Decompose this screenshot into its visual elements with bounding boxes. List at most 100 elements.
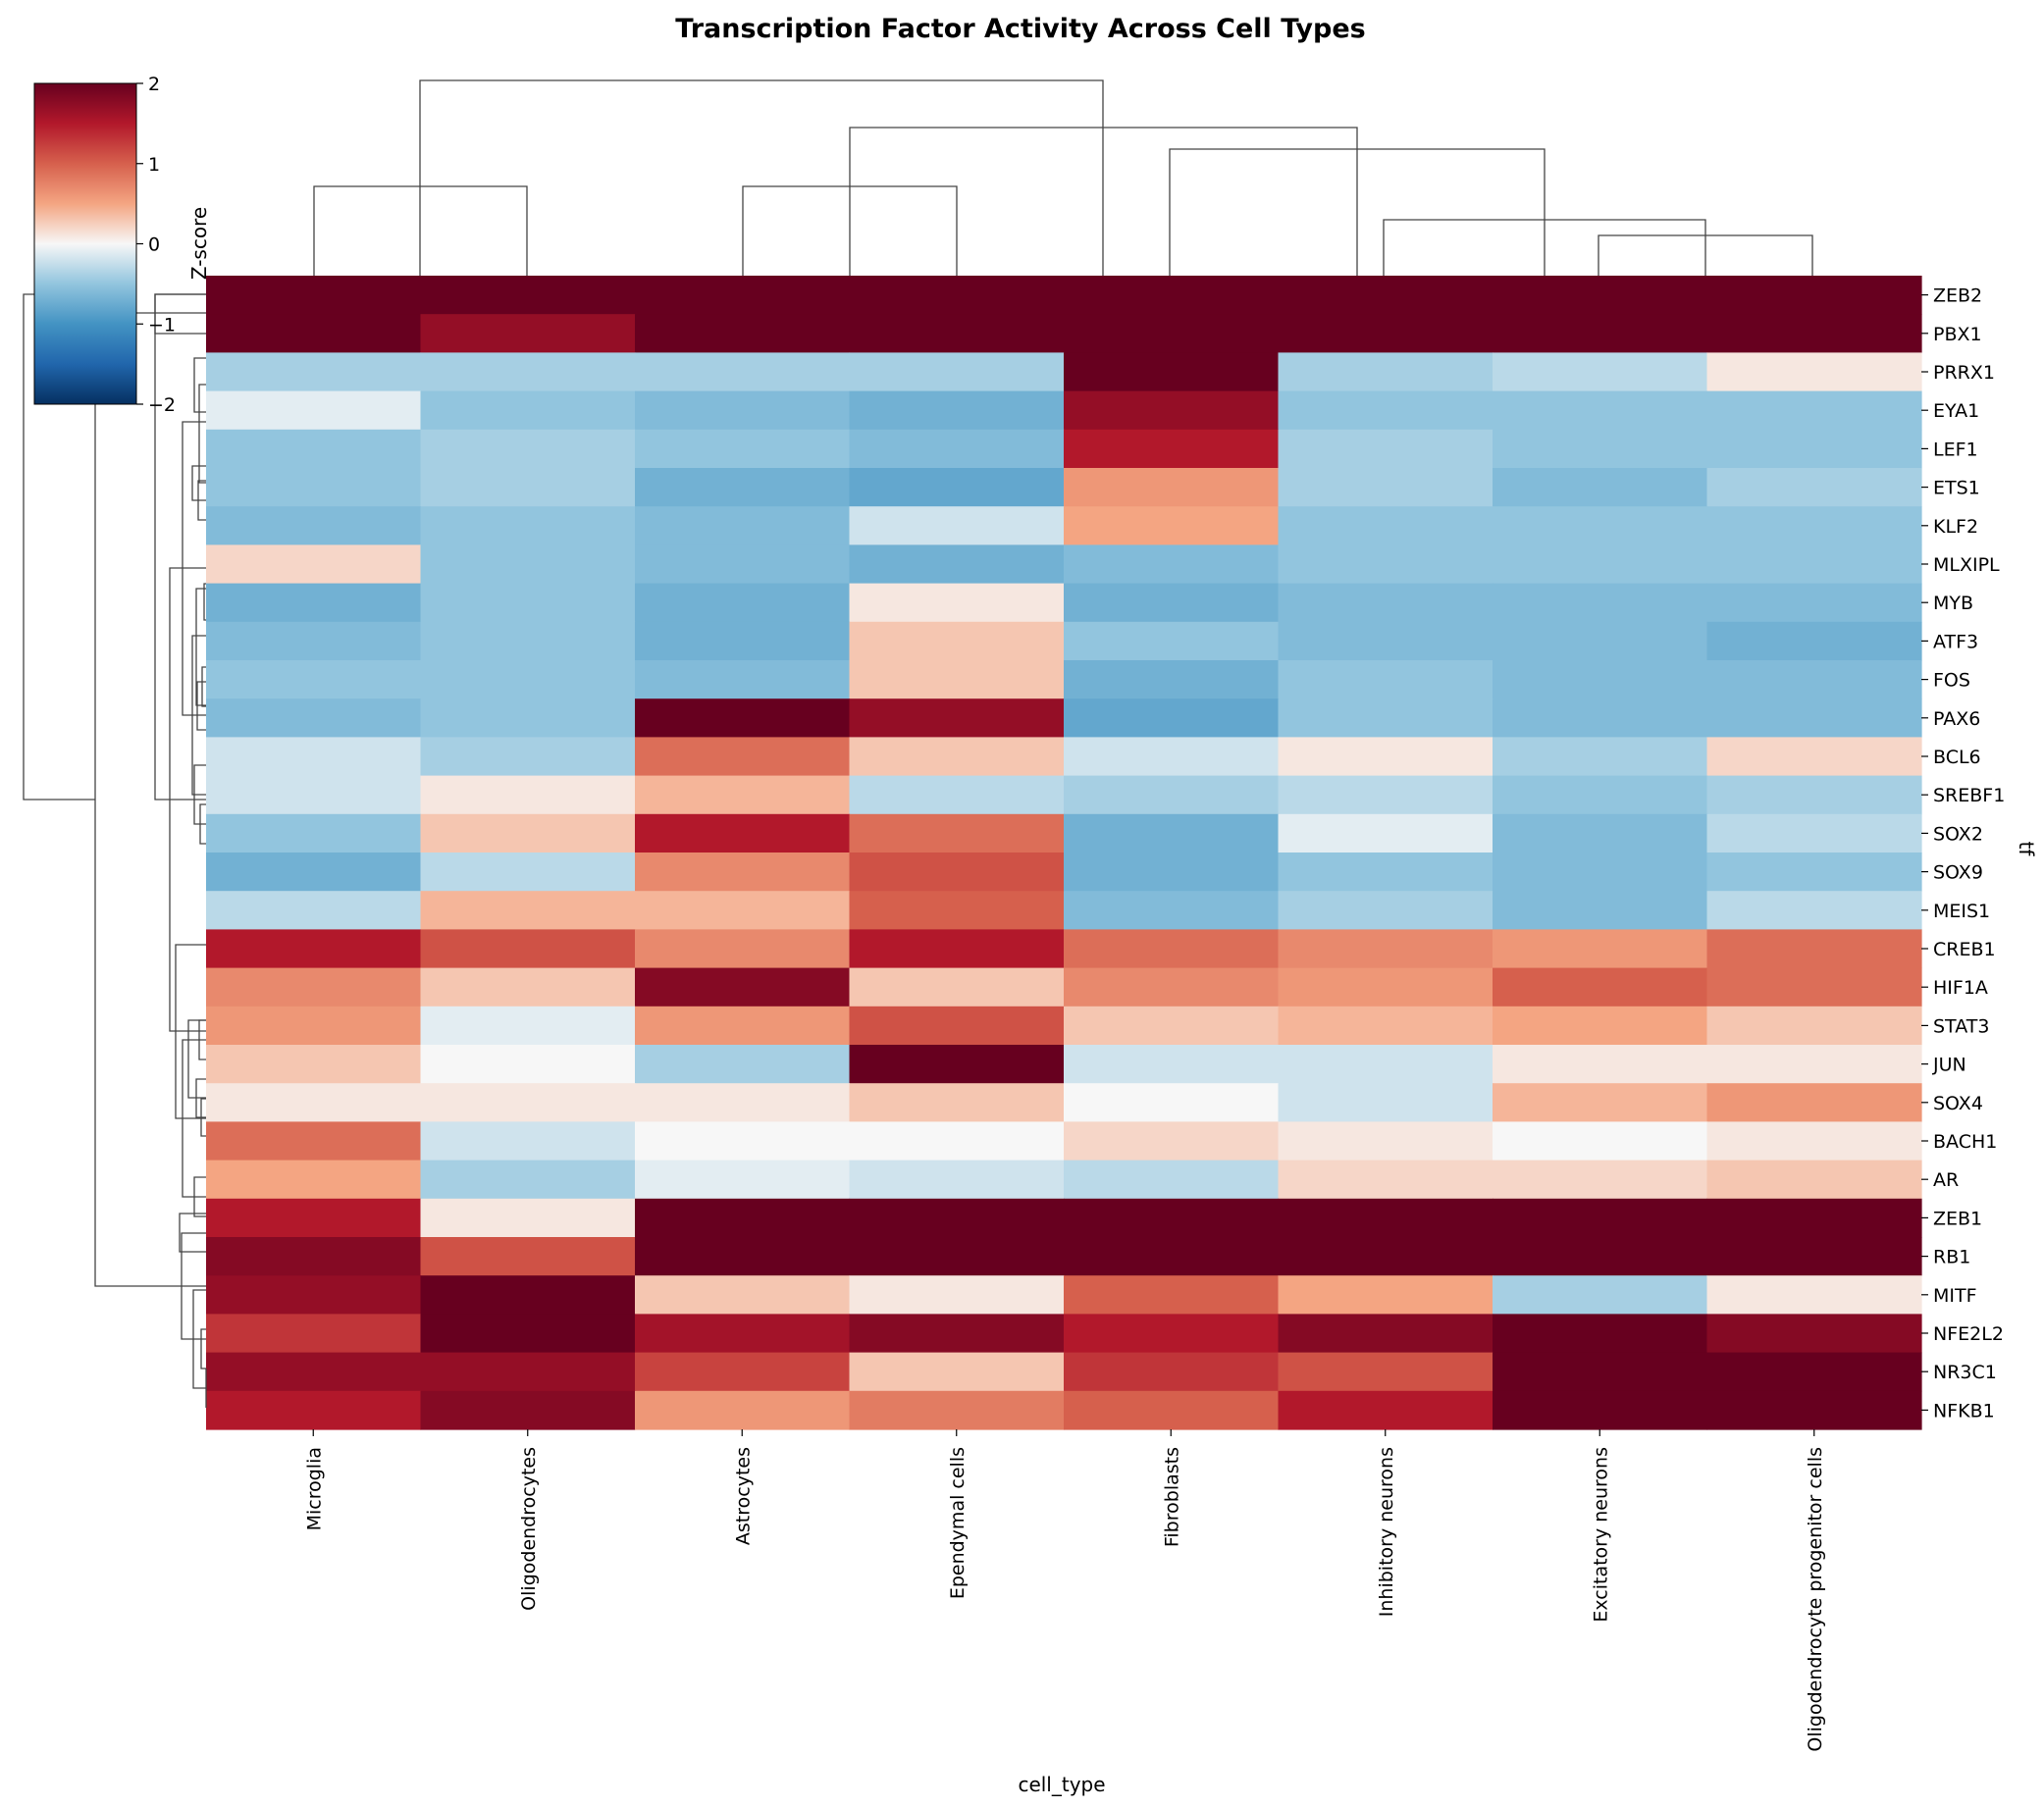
heatmap-cell-NR3C1-3 xyxy=(849,1352,1065,1392)
heatmap-cell-CREB1-0 xyxy=(206,929,422,969)
heatmap-cell-ZEB1-2 xyxy=(635,1198,851,1238)
heatmap-cell-BACH1-4 xyxy=(1064,1121,1280,1162)
heatmap-cell-SREBF1-6 xyxy=(1493,775,1708,815)
heatmap-cell-SOX2-5 xyxy=(1278,813,1494,853)
heatmap-cell-ZEB1-7 xyxy=(1706,1198,1922,1238)
heatmap-cell-LEF1-4 xyxy=(1064,429,1280,469)
heatmap-cell-MITF-3 xyxy=(849,1275,1065,1315)
row-label-PRRX1: PRRX1 xyxy=(1933,362,1995,384)
heatmap-cell-ATF3-4 xyxy=(1064,621,1280,661)
row-label-NR3C1: NR3C1 xyxy=(1933,1362,1997,1383)
heatmap-cell-ZEB2-5 xyxy=(1278,276,1494,315)
heatmap-cell-FOS-3 xyxy=(849,660,1065,699)
heatmap-cell-AR-7 xyxy=(1706,1160,1922,1200)
row-label-EYA1: EYA1 xyxy=(1933,400,1979,422)
row-dendrogram-link xyxy=(193,357,206,413)
heatmap-cell-CREB1-4 xyxy=(1064,929,1280,969)
heatmap-cell-FOS-1 xyxy=(420,660,636,699)
heatmap-cell-ATF3-0 xyxy=(206,621,422,661)
heatmap-cell-SOX9-0 xyxy=(206,852,422,892)
heatmap-cell-SREBF1-2 xyxy=(635,775,851,815)
row-label-ATF3: ATF3 xyxy=(1933,631,1978,652)
heatmap-cell-RB1-3 xyxy=(849,1237,1065,1276)
colorbar: −2 −1 0 1 2 Z-score xyxy=(33,74,211,416)
heatmap-cell-RB1-7 xyxy=(1706,1237,1922,1276)
heatmap-cell-BCL6-7 xyxy=(1706,737,1922,777)
heatmap-cell-NFKB1-7 xyxy=(1706,1390,1922,1430)
heatmap-cell-RB1-4 xyxy=(1064,1237,1280,1276)
heatmap-cell-MLXIPL-3 xyxy=(849,544,1065,585)
heatmap-cell-MLXIPL-2 xyxy=(635,544,851,585)
row-label-SOX9: SOX9 xyxy=(1933,862,1983,884)
heatmap-cell-AR-0 xyxy=(206,1160,422,1200)
heatmap-cell-BACH1-2 xyxy=(635,1121,851,1162)
heatmap-cell-NFE2L2-1 xyxy=(420,1314,636,1354)
heatmap-cell-SREBF1-5 xyxy=(1278,775,1494,815)
heatmap-cell-SOX2-2 xyxy=(635,813,851,853)
heatmap-cell-HIF1A-4 xyxy=(1064,967,1280,1007)
heatmap-cell-RB1-2 xyxy=(635,1237,851,1276)
heatmap-cell-RB1-6 xyxy=(1493,1237,1708,1276)
heatmap-cell-STAT3-2 xyxy=(635,1006,851,1046)
row-dendrogram-link xyxy=(187,1019,206,1099)
colorbar-tick-label: 2 xyxy=(148,74,160,95)
row-label-MYB: MYB xyxy=(1933,593,1973,614)
heatmap-cell-SOX9-5 xyxy=(1278,852,1494,892)
heatmap-cell-PBX1-3 xyxy=(849,314,1065,353)
heatmap-cell-BCL6-3 xyxy=(849,737,1065,777)
heatmap-cell-NFE2L2-2 xyxy=(635,1314,851,1354)
heatmap-cell-MITF-4 xyxy=(1064,1275,1280,1315)
heatmap-cell-HIF1A-6 xyxy=(1493,967,1708,1007)
row-dendrogram-link xyxy=(198,384,206,484)
colorbar-tick-label: 0 xyxy=(148,234,160,256)
heatmap-cell-ZEB1-6 xyxy=(1493,1198,1708,1238)
heatmap-cell-HIF1A-1 xyxy=(420,967,636,1007)
heatmap-cell-ETS1-4 xyxy=(1064,468,1280,507)
heatmap-cell-MYB-1 xyxy=(420,583,636,623)
heatmap-cell-SREBF1-7 xyxy=(1706,775,1922,815)
heatmap-cell-MEIS1-3 xyxy=(849,891,1065,930)
heatmap-cell-BCL6-5 xyxy=(1278,737,1494,777)
heatmap-cell-JUN-1 xyxy=(420,1045,636,1084)
heatmap-cell-BCL6-0 xyxy=(206,737,422,777)
y-axis-label: tf xyxy=(2015,842,2038,857)
heatmap-cell-PAX6-4 xyxy=(1064,698,1280,738)
column-label-7: Oligodendrocyte progenitor cells xyxy=(1805,1447,1826,1752)
heatmap-cell-BACH1-1 xyxy=(420,1121,636,1162)
heatmap-cell-MITF-0 xyxy=(206,1275,422,1315)
heatmap-cell-MITF-1 xyxy=(420,1275,636,1315)
heatmap-cell-NR3C1-2 xyxy=(635,1352,851,1392)
heatmap-cell-JUN-5 xyxy=(1278,1045,1494,1084)
heatmap-cell-PRRX1-4 xyxy=(1064,352,1280,392)
row-dendrogram-link xyxy=(200,1328,206,1369)
heatmap-cell-ETS1-3 xyxy=(849,468,1065,507)
heatmap-cell-PAX6-0 xyxy=(206,698,422,738)
heatmap-cell-ATF3-5 xyxy=(1278,621,1494,661)
heatmap-cell-PRRX1-1 xyxy=(420,352,636,392)
heatmap-cell-KLF2-5 xyxy=(1278,506,1494,545)
x-axis-label: cell_type xyxy=(1018,1773,1105,1796)
heatmap-cell-NR3C1-6 xyxy=(1493,1352,1708,1392)
heatmap-cell-CREB1-6 xyxy=(1493,929,1708,969)
heatmap-cell-STAT3-6 xyxy=(1493,1006,1708,1046)
row-label-SOX2: SOX2 xyxy=(1933,823,1983,845)
heatmap-cell-HIF1A-5 xyxy=(1278,967,1494,1007)
heatmap-cell-BACH1-3 xyxy=(849,1121,1065,1162)
heatmap-cell-HIF1A-3 xyxy=(849,967,1065,1007)
column-label-6: Excitatory neurons xyxy=(1590,1447,1611,1623)
heatmap-cell-ATF3-2 xyxy=(635,621,851,661)
heatmap-cell-AR-3 xyxy=(849,1160,1065,1200)
row-label-PAX6: PAX6 xyxy=(1933,708,1980,730)
heatmap-cell-NR3C1-4 xyxy=(1064,1352,1280,1392)
heatmap-cell-EYA1-3 xyxy=(849,390,1065,431)
heatmap-cell-PRRX1-5 xyxy=(1278,352,1494,392)
heatmap-cell-MITF-6 xyxy=(1493,1275,1708,1315)
heatmap-cell-EYA1-0 xyxy=(206,390,422,431)
row-dendrogram-link xyxy=(201,666,206,707)
heatmap-cell-SOX9-2 xyxy=(635,852,851,892)
heatmap-cell-ZEB2-4 xyxy=(1064,276,1280,315)
heatmap-cell-ZEB2-0 xyxy=(206,276,422,315)
colorbar-tick-label: −1 xyxy=(148,314,176,336)
column-dendrogram xyxy=(313,79,1813,276)
heatmap-cell-NR3C1-1 xyxy=(420,1352,636,1392)
